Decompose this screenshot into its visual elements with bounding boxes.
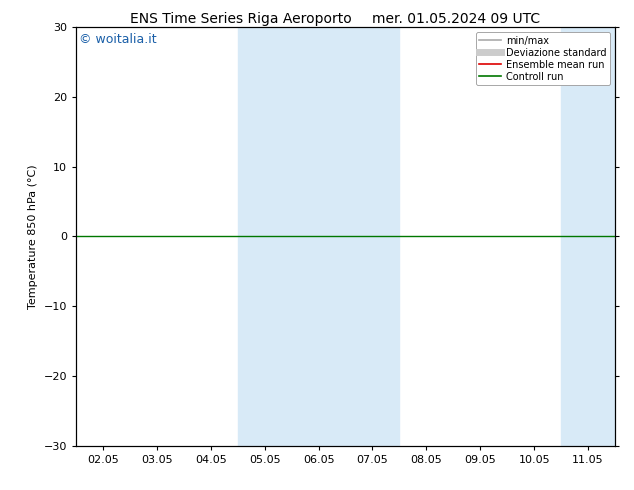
Text: © woitalia.it: © woitalia.it bbox=[79, 33, 157, 46]
Text: ENS Time Series Riga Aeroporto: ENS Time Series Riga Aeroporto bbox=[130, 12, 352, 26]
Bar bbox=[238, 27, 399, 446]
Y-axis label: Temperature 850 hPa (°C): Temperature 850 hPa (°C) bbox=[28, 164, 38, 309]
Legend: min/max, Deviazione standard, Ensemble mean run, Controll run: min/max, Deviazione standard, Ensemble m… bbox=[476, 32, 610, 85]
Text: mer. 01.05.2024 09 UTC: mer. 01.05.2024 09 UTC bbox=[372, 12, 541, 26]
Bar bbox=[561, 27, 634, 446]
